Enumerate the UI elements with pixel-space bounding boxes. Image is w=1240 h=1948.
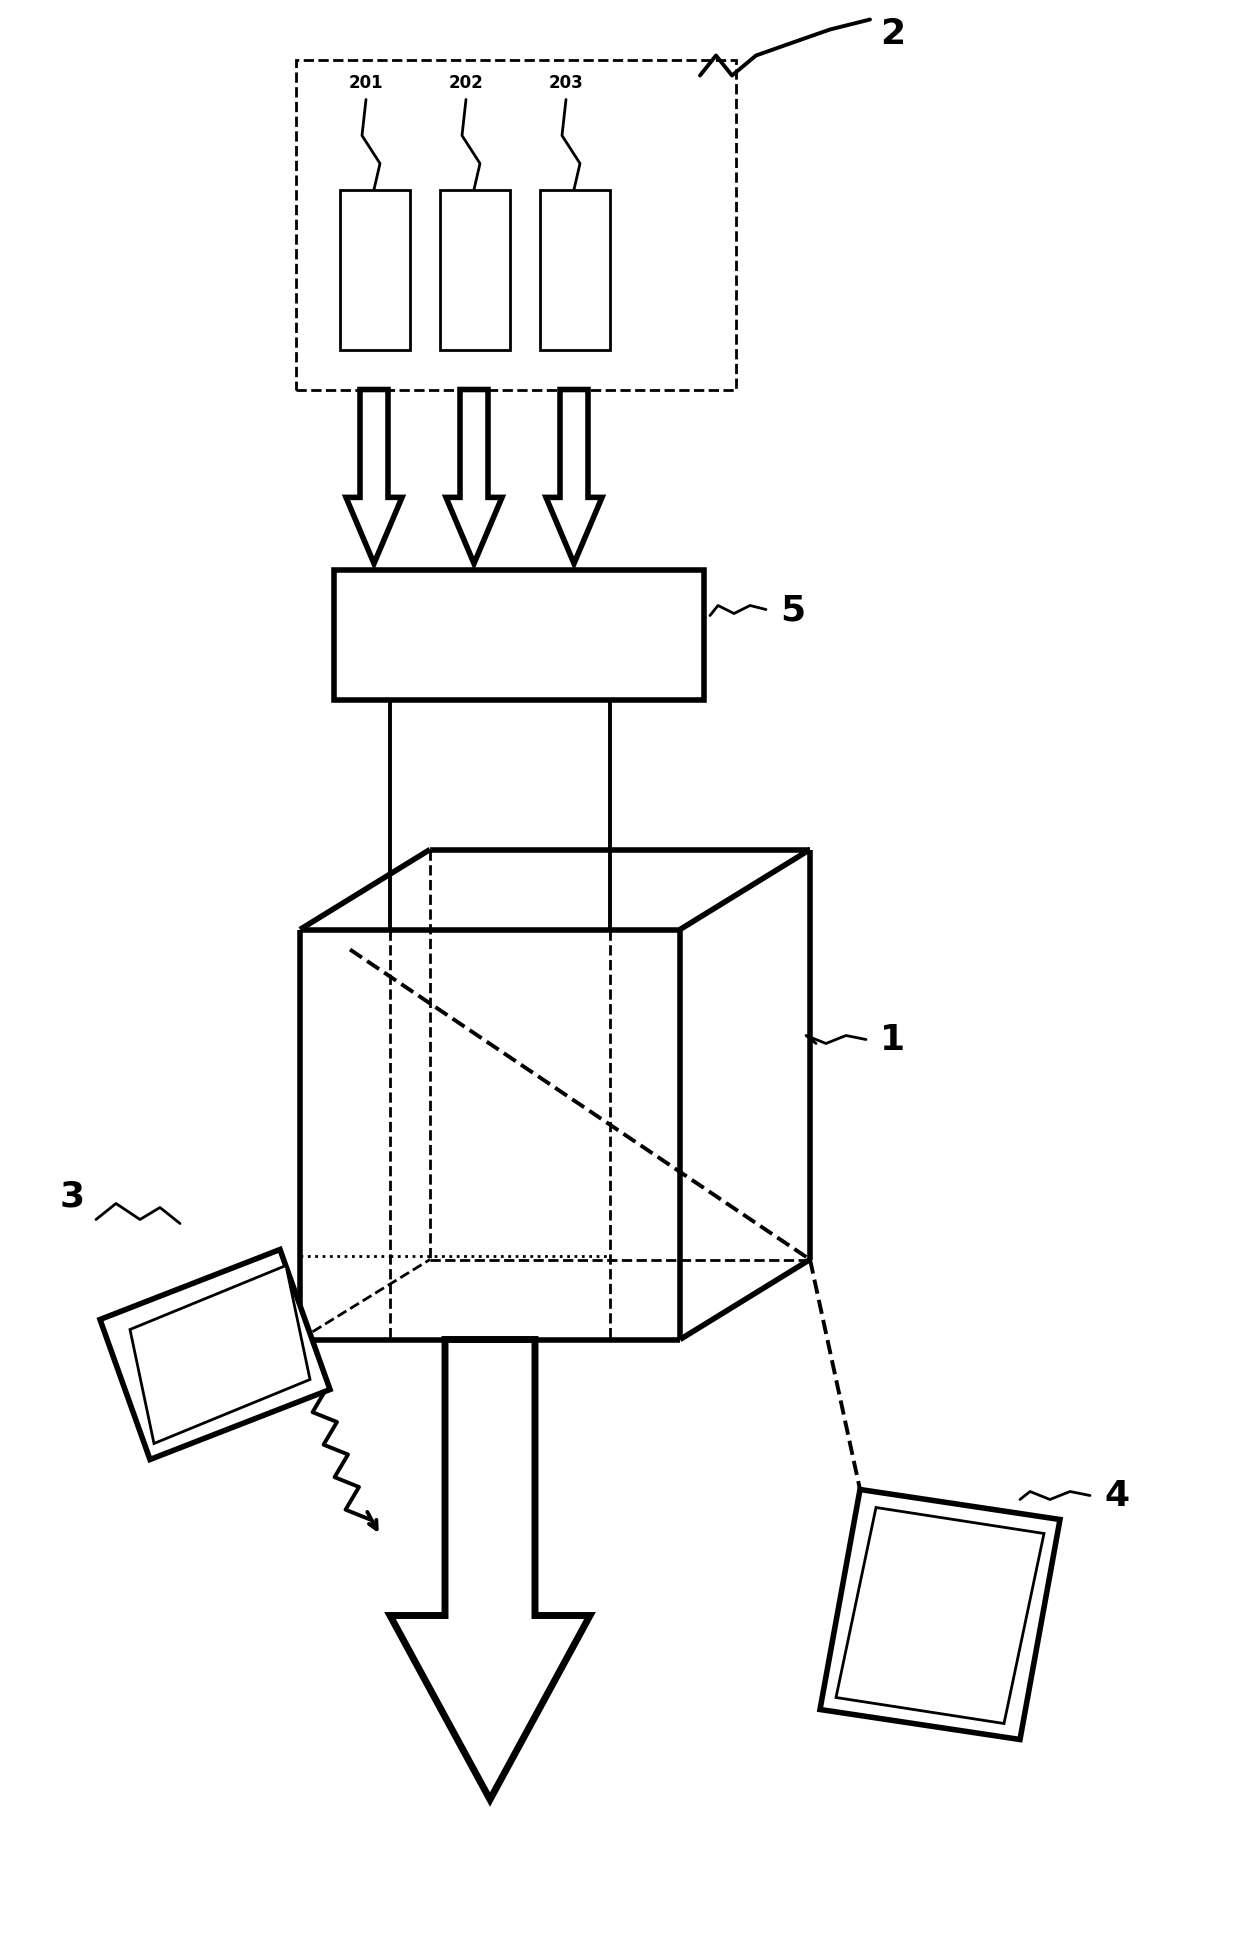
Text: 203: 203 — [548, 74, 583, 92]
Polygon shape — [130, 1266, 310, 1443]
Polygon shape — [346, 390, 402, 565]
Text: 3: 3 — [60, 1179, 86, 1214]
Bar — [440, 191, 510, 351]
Text: 5: 5 — [780, 594, 805, 627]
Polygon shape — [546, 390, 601, 565]
Polygon shape — [391, 1340, 590, 1800]
Text: 2: 2 — [880, 16, 905, 51]
Polygon shape — [820, 1490, 1060, 1740]
Text: 201: 201 — [348, 74, 383, 92]
Polygon shape — [100, 1251, 330, 1459]
Polygon shape — [836, 1508, 1044, 1724]
Bar — [334, 571, 704, 699]
Bar — [296, 60, 737, 390]
Text: 1: 1 — [880, 1023, 905, 1058]
Text: 4: 4 — [1104, 1479, 1130, 1514]
Polygon shape — [446, 390, 502, 565]
Bar — [539, 191, 610, 351]
Bar — [340, 191, 410, 351]
Text: 202: 202 — [449, 74, 484, 92]
